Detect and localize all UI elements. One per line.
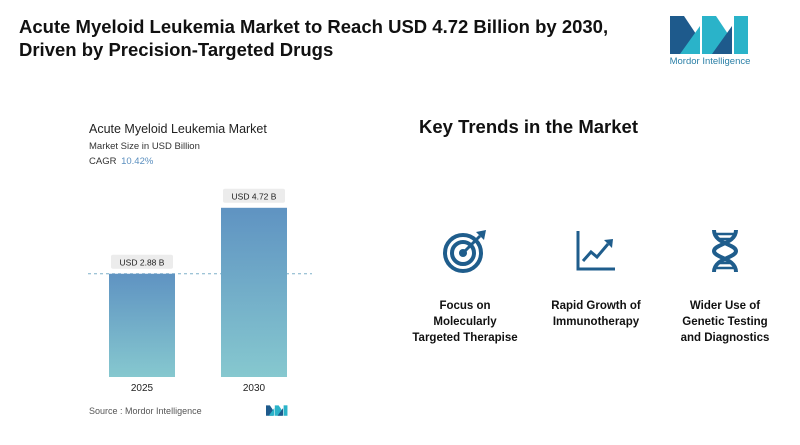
page-title-line-2: Driven by Precision-Targeted Drugs bbox=[19, 39, 334, 60]
trend-label-targeted-therapies: Focus on Molecularly Targeted Therapise bbox=[412, 300, 518, 344]
mordor-logo-icon bbox=[670, 16, 748, 54]
chart-title: Acute Myeloid Leukemia Market bbox=[89, 122, 267, 136]
source-label: Source : bbox=[89, 406, 123, 416]
cagr-value: 10.42% bbox=[121, 156, 154, 167]
data-label-bg-2025 bbox=[111, 254, 173, 269]
key-trends-title: Key Trends in the Market bbox=[419, 116, 638, 137]
trend-item-targeted-therapies: Focus on Molecularly Targeted Therapise bbox=[390, 228, 540, 346]
data-label-bg-2030 bbox=[223, 188, 285, 203]
logo-text: Mordor Intelligence bbox=[669, 56, 751, 67]
x-tick-label-2030: 2030 bbox=[243, 383, 266, 394]
mordor-intelligence-logo: Mordor Intelligence bbox=[662, 12, 758, 70]
chart-cagr: CAGR 10.42% bbox=[89, 156, 153, 167]
source-note: Source : Mordor Intelligence bbox=[89, 406, 202, 416]
page-title: Acute Myeloid Leukemia Market to Reach U… bbox=[19, 15, 659, 61]
page-title-line-1: Acute Myeloid Leukemia Market to Reach U… bbox=[19, 16, 609, 37]
bar-2030 bbox=[221, 207, 287, 377]
bar-chart: USD 2.88 B 2025 USD 4.72 B 2030 bbox=[88, 188, 312, 394]
dna-icon bbox=[711, 229, 739, 273]
target-icon bbox=[443, 230, 486, 273]
trend-item-immunotherapy: Rapid Growth of Immunotherapy bbox=[521, 228, 671, 330]
x-tick-label-2025: 2025 bbox=[131, 383, 154, 394]
bar-2025 bbox=[109, 273, 175, 377]
source-logo-icon bbox=[266, 405, 288, 416]
chart-subtitle: Market Size in USD Billion bbox=[89, 141, 200, 152]
data-label-2025: USD 2.88 B bbox=[120, 257, 165, 267]
source-name: Mordor Intelligence bbox=[125, 406, 202, 416]
trend-label-immunotherapy: Rapid Growth of Immunotherapy bbox=[551, 300, 641, 328]
cagr-label: CAGR bbox=[89, 156, 117, 167]
data-label-2030: USD 4.72 B bbox=[232, 191, 277, 201]
trend-label-genetic-testing: Wider Use of Genetic Testing and Diagnos… bbox=[680, 300, 770, 344]
trend-item-genetic-testing: Wider Use of Genetic Testing and Diagnos… bbox=[650, 228, 800, 346]
growth-chart-icon bbox=[576, 231, 615, 271]
